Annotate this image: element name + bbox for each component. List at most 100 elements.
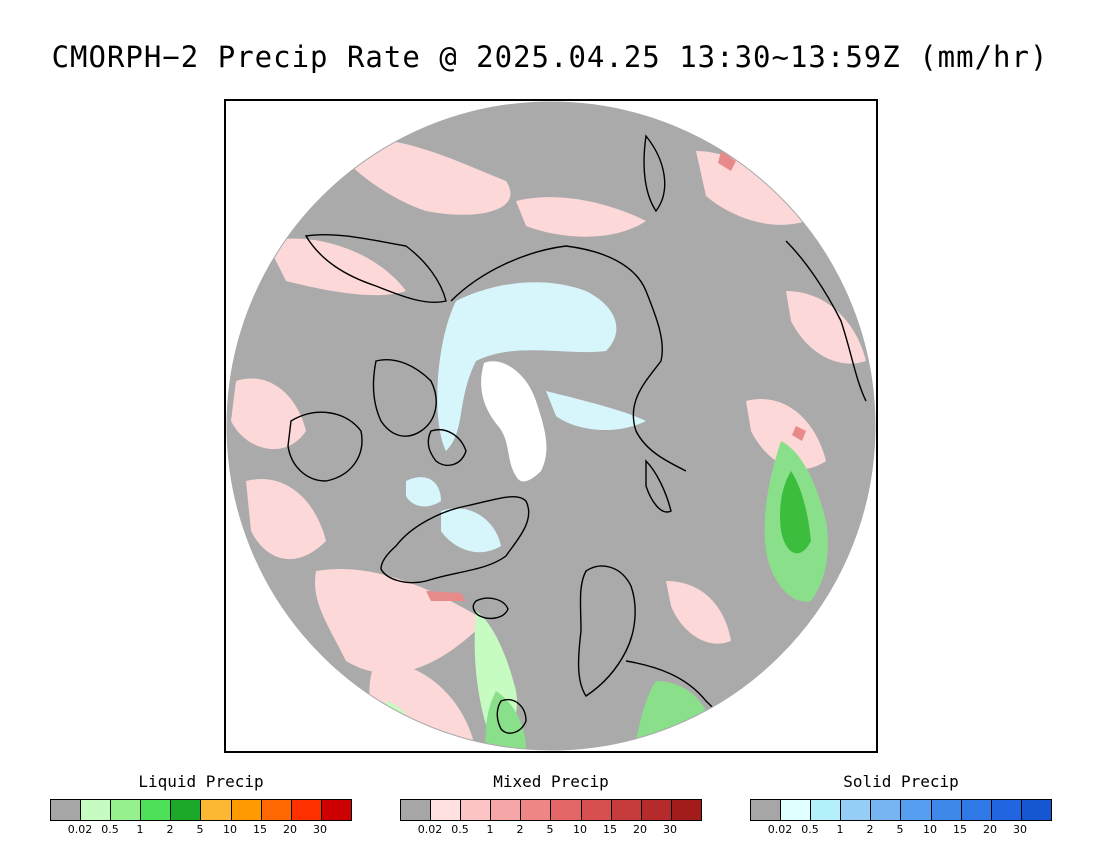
legend-tick-label: 2 (516, 823, 524, 836)
legend-swatch (751, 800, 782, 820)
legend-swatch (261, 800, 292, 820)
legend-swatch (781, 800, 812, 820)
coastline-canadian-archipelago (372, 359, 437, 437)
legend-tick-label: 5 (896, 823, 904, 836)
liquid-precip-area (780, 471, 811, 554)
coastline-scandinavia (577, 565, 636, 697)
legend-tick-label: 1 (136, 823, 144, 836)
mixed-precip-area (786, 291, 866, 364)
map-frame (224, 99, 878, 753)
legend-tick-label: 30 (1013, 823, 1027, 836)
solid-precip-area (441, 508, 501, 553)
legend-swatch (521, 800, 552, 820)
legend-swatch (961, 800, 992, 820)
legend-liquid-colorbar (50, 799, 352, 821)
legend-tick-label: 2 (166, 823, 174, 836)
legend-swatch (671, 800, 701, 820)
legend-solid-title: Solid Precip (843, 772, 959, 791)
legend-solid: Solid Precip 0.02 0.5 1 2 5 10 15 20 30 (750, 772, 1052, 836)
solid-precip-area (406, 477, 441, 507)
legend-swatch (291, 800, 322, 820)
legend-tick-label: 15 (953, 823, 967, 836)
mixed-precip-area (426, 591, 466, 601)
coastline-siberia (450, 245, 687, 472)
mixed-precip-area (231, 378, 306, 450)
precip-layer (231, 139, 866, 750)
legend-tick-label: 1 (836, 823, 844, 836)
legend-solid-colorbar (750, 799, 1052, 821)
coastline-hudson-bay (287, 411, 363, 482)
legend-tick-label: 0.02 (417, 823, 443, 836)
mixed-precip-area (516, 197, 646, 237)
legend-swatch (991, 800, 1022, 820)
mixed-precip-area (746, 399, 826, 470)
legend-tick-label: 0.02 (67, 823, 93, 836)
legend-solid-ticks: 0.02 0.5 1 2 5 10 15 20 30 (750, 821, 1050, 836)
legend-mixed-title: Mixed Precip (493, 772, 609, 791)
legend-swatch (231, 800, 262, 820)
legend-swatch (431, 800, 462, 820)
legend-tick-label: 0.5 (451, 823, 469, 836)
legend-tick-label: 20 (633, 823, 647, 836)
legend-tick-label: 15 (253, 823, 267, 836)
coastline-asia-pacific (785, 240, 867, 402)
legend-swatch (1021, 800, 1051, 820)
legend-tick-label: 5 (546, 823, 554, 836)
mixed-precip-area (246, 479, 326, 560)
legend-liquid: Liquid Precip 0.02 0.5 1 2 5 10 15 20 30 (50, 772, 352, 836)
mixed-precip-area (315, 569, 486, 674)
legend-swatch (581, 800, 612, 820)
legend-swatch (171, 800, 202, 820)
legend-swatch (641, 800, 672, 820)
legend-tick-label: 10 (923, 823, 937, 836)
solid-precip-area (437, 282, 617, 451)
legend-swatch (611, 800, 642, 820)
globe-outline (226, 101, 876, 751)
solid-precip-area (546, 391, 646, 431)
legend-swatch (811, 800, 842, 820)
legend-tick-label: 1 (486, 823, 494, 836)
legend-mixed: Mixed Precip 0.02 0.5 1 2 5 10 15 20 30 (400, 772, 702, 836)
legend-tick-label: 30 (313, 823, 327, 836)
ice-nodata-area (481, 361, 547, 482)
legend-tick-label: 0.02 (767, 823, 793, 836)
chart-title: CMORPH−2 Precip Rate @ 2025.04.25 13:30~… (51, 40, 1049, 74)
mixed-precip-area (666, 581, 731, 644)
legend-swatch (461, 800, 492, 820)
legend-swatch (321, 800, 351, 820)
coastline-kamchatka (643, 134, 666, 213)
legend-swatch (81, 800, 112, 820)
coastline-greenland (380, 496, 530, 584)
legend-liquid-ticks: 0.02 0.5 1 2 5 10 15 20 30 (50, 821, 350, 836)
legend-tick-label: 5 (196, 823, 204, 836)
legend-swatch (901, 800, 932, 820)
legend-tick-label: 20 (283, 823, 297, 836)
mixed-precip-area (346, 139, 511, 215)
coastline-british-isles (496, 699, 527, 734)
coastline-iceland (472, 597, 509, 620)
polar-precip-map (226, 101, 876, 751)
legend-mixed-colorbar (400, 799, 702, 821)
legend-swatch (51, 800, 82, 820)
legend-swatch (201, 800, 232, 820)
liquid-precip-area (485, 691, 526, 750)
coastline-alaska (304, 233, 447, 303)
legend-tick-label: 2 (866, 823, 874, 836)
legend-tick-label: 15 (603, 823, 617, 836)
legend-mixed-ticks: 0.02 0.5 1 2 5 10 15 20 30 (400, 821, 700, 836)
legend-swatch (841, 800, 872, 820)
mixed-precip-area (696, 151, 806, 225)
legend-tick-label: 0.5 (101, 823, 119, 836)
legend-liquid-title: Liquid Precip (138, 772, 264, 791)
legend-swatch (931, 800, 962, 820)
legend-swatch (401, 800, 432, 820)
legend-tick-label: 10 (223, 823, 237, 836)
mixed-precip-area (718, 151, 736, 171)
legend-tick-label: 0.5 (801, 823, 819, 836)
legend-tick-label: 20 (983, 823, 997, 836)
legend-tick-label: 30 (663, 823, 677, 836)
legend-swatch (111, 800, 142, 820)
legend-tick-label: 10 (573, 823, 587, 836)
legend-swatch (871, 800, 902, 820)
coastline-novaya-zemlya (645, 459, 672, 513)
